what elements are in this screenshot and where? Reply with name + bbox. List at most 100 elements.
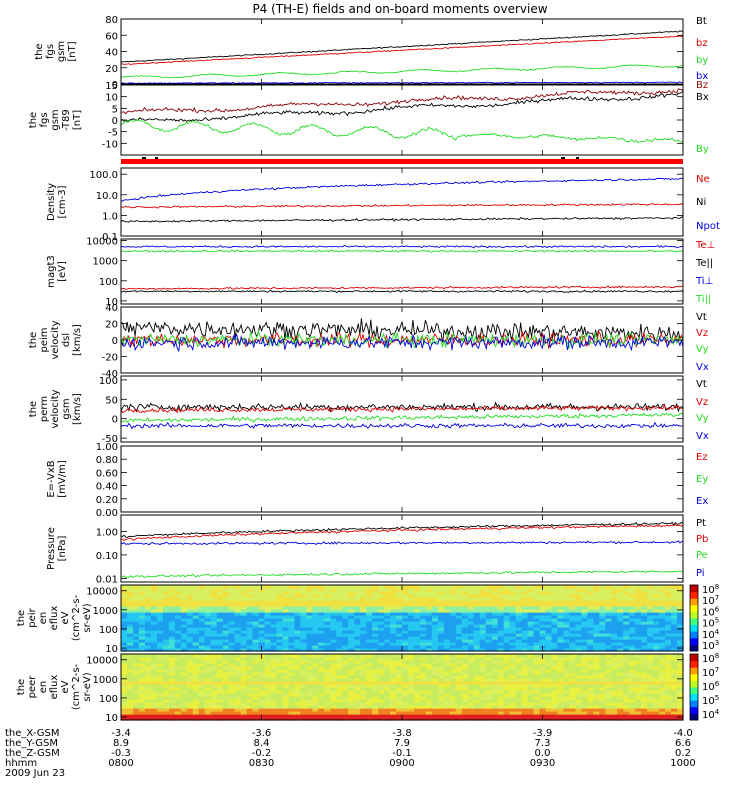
spectrogram-cell <box>425 585 433 589</box>
spectrogram-cell <box>641 675 648 679</box>
spectrogram-cell <box>300 627 307 631</box>
spectrogram-cell <box>348 636 355 640</box>
spectrogram-cell <box>593 669 600 673</box>
y-tick-label: 100 <box>99 625 118 636</box>
spectrogram-cell <box>467 708 475 712</box>
spectrogram-cell <box>443 591 451 595</box>
spectrogram-cell <box>425 693 433 697</box>
spectrogram-cell <box>348 612 355 616</box>
spectrogram-cell <box>348 606 355 610</box>
spectrogram-cell <box>521 675 529 679</box>
spectrogram-cell <box>342 642 349 646</box>
spectrogram-cell <box>563 708 570 712</box>
spectrogram-cell <box>408 642 415 646</box>
spectrogram-cell <box>617 630 624 634</box>
spectrogram-cell <box>425 648 433 652</box>
spectrogram-cell <box>671 618 678 622</box>
spectrogram-cell <box>533 618 541 622</box>
spectrogram-cell <box>384 696 391 700</box>
spectrogram-cell <box>659 594 666 598</box>
spectrogram-cell <box>240 678 248 682</box>
spectrogram-cell <box>390 603 397 607</box>
spectrogram-cell <box>575 645 582 649</box>
spectrogram-cell <box>402 696 409 700</box>
spectrogram-cell <box>384 648 391 652</box>
spectrogram-cell <box>473 603 481 607</box>
spectrogram-cell <box>127 591 134 595</box>
spectrogram-cell <box>133 711 140 715</box>
spectrogram-cell <box>623 627 630 631</box>
spectrogram-cell <box>144 702 152 706</box>
spectrogram-cell <box>396 618 403 622</box>
spectrogram-cell <box>264 627 272 631</box>
spectrogram-cell <box>186 621 194 625</box>
spectrogram-cell <box>180 672 188 676</box>
spectrogram-cell <box>408 675 415 679</box>
spectrogram-cell <box>318 588 325 592</box>
spectrogram-cell <box>216 645 224 649</box>
spectrogram-cell <box>156 627 164 631</box>
spectrogram-cell <box>180 603 188 607</box>
spectrogram-cell <box>348 588 355 592</box>
spectrogram-cell <box>461 654 469 658</box>
spectrogram-cell <box>497 591 505 595</box>
spectrogram-cell <box>527 675 535 679</box>
spectrogram-cell <box>133 600 140 604</box>
spectrogram-cell <box>575 693 582 697</box>
spectrogram-cell <box>521 594 529 598</box>
spectrogram-cell <box>127 606 134 610</box>
spectrogram-cell <box>437 666 445 670</box>
spectrogram-cell <box>497 666 505 670</box>
spectrogram-cell <box>647 633 654 637</box>
spectrogram-cell <box>121 663 128 667</box>
spectrogram-cell <box>312 681 319 685</box>
spectrogram-cell <box>270 690 278 694</box>
spectrogram-cell <box>509 585 517 589</box>
spectrogram-cell <box>635 642 642 646</box>
spectrogram-cell <box>521 627 529 631</box>
spectrogram-cell <box>294 585 301 589</box>
spectrogram-cell <box>186 678 194 682</box>
spectrogram-cell <box>425 705 433 709</box>
spectrogram-cell <box>390 699 397 703</box>
spectrogram-cell <box>551 714 559 718</box>
spectrogram-cell <box>551 711 559 715</box>
spectrogram-cell <box>150 597 158 601</box>
spectrogram-cell <box>629 588 636 592</box>
spectrogram-cell <box>336 711 343 715</box>
spectrogram-cell <box>378 681 385 685</box>
spectrogram-cell <box>258 639 266 643</box>
spectrogram-cell <box>246 663 254 667</box>
spectrogram-cell <box>402 639 409 643</box>
spectrogram-cell <box>133 615 140 619</box>
spectrogram-cell <box>204 660 212 664</box>
spectrogram-cell <box>659 672 666 676</box>
spectrogram-cell <box>473 627 481 631</box>
spectrogram-cell <box>252 603 260 607</box>
spectrogram-cell <box>647 681 654 685</box>
spectrogram-cell <box>575 654 582 658</box>
y-axis-label: fgs <box>39 112 50 127</box>
spectrogram-cell <box>330 585 337 589</box>
spectrogram-cell <box>162 678 170 682</box>
spectrogram-cell <box>354 591 361 595</box>
spectrogram-cell <box>150 663 158 667</box>
spectrogram-cell <box>431 612 439 616</box>
spectrogram-cell <box>449 687 457 691</box>
spectrogram-cell <box>174 639 182 643</box>
spectrogram-cell <box>419 624 427 628</box>
y-axis-label: eV <box>60 680 71 693</box>
spectrogram-cell <box>121 684 128 688</box>
spectrogram-cell <box>545 663 553 667</box>
spectrogram-cell <box>366 666 373 670</box>
spectrogram-cell <box>288 672 295 676</box>
spectrogram-cell <box>396 678 403 682</box>
spectrogram-cell <box>503 657 511 661</box>
spectrogram-cell <box>599 597 606 601</box>
spectrogram-cell <box>246 690 254 694</box>
spectrogram-cell <box>198 612 206 616</box>
spectrogram-cell <box>629 678 636 682</box>
spectrogram-cell <box>431 597 439 601</box>
spectrogram-cell <box>533 678 541 682</box>
